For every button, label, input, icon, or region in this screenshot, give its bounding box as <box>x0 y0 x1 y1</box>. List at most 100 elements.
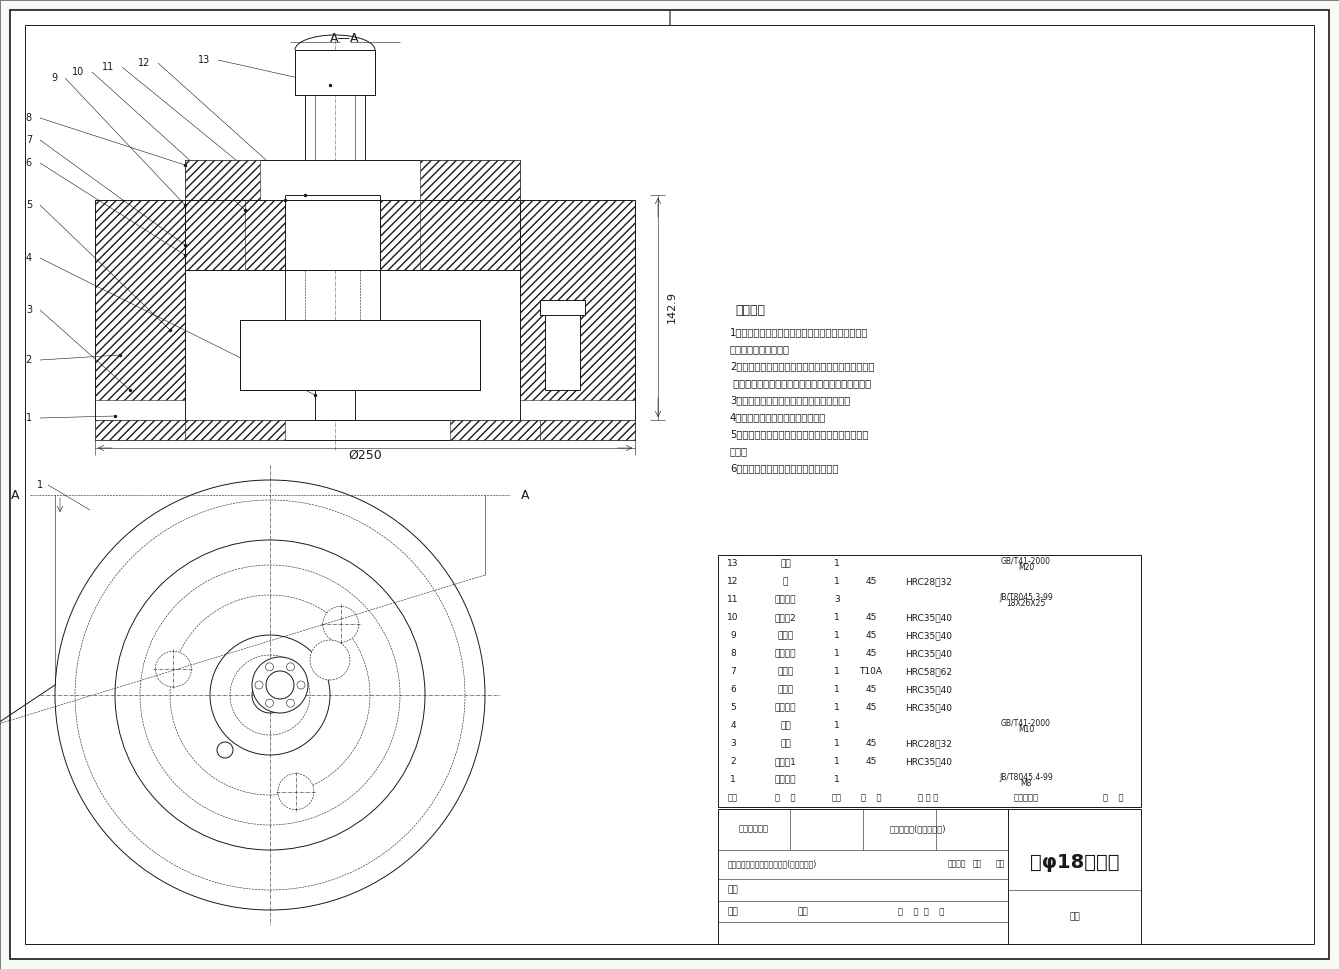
Text: M8: M8 <box>1020 778 1031 788</box>
Text: 比例: 比例 <box>996 860 1006 869</box>
Text: 45: 45 <box>865 758 877 766</box>
Text: HRC35～40: HRC35～40 <box>905 613 952 622</box>
Text: HRC35～40: HRC35～40 <box>905 685 952 695</box>
Text: 11: 11 <box>102 62 114 72</box>
Text: 批准: 批准 <box>798 907 809 916</box>
Text: 1: 1 <box>834 632 840 641</box>
Circle shape <box>266 671 295 699</box>
Circle shape <box>170 595 370 795</box>
Text: 7: 7 <box>25 135 32 145</box>
Text: 45: 45 <box>865 649 877 659</box>
Circle shape <box>317 648 341 672</box>
Text: 1: 1 <box>834 668 840 676</box>
Circle shape <box>252 677 288 713</box>
Text: 合格证方能进行装配。: 合格证方能进行装配。 <box>730 344 790 354</box>
Text: A—A: A—A <box>331 32 360 45</box>
Bar <box>545 310 580 390</box>
Text: 5: 5 <box>25 200 32 210</box>
Bar <box>95 420 185 440</box>
Text: 1、所有零部件（包括外购、外协件）必须具有检验: 1、所有零部件（包括外购、外协件）必须具有检验 <box>730 327 869 337</box>
Text: M10: M10 <box>1018 725 1034 734</box>
Text: 4: 4 <box>25 253 32 263</box>
Text: 菱形销: 菱形销 <box>778 668 794 676</box>
Text: 45: 45 <box>865 703 877 712</box>
Text: 45: 45 <box>865 685 877 695</box>
Text: 4: 4 <box>730 722 736 731</box>
Text: 工艺: 工艺 <box>728 907 739 916</box>
Text: 45: 45 <box>865 578 877 586</box>
Text: 1: 1 <box>834 578 840 586</box>
Circle shape <box>279 773 313 809</box>
Text: 定位柱: 定位柱 <box>778 632 794 641</box>
Text: 序号: 序号 <box>728 794 738 802</box>
Text: 螺母: 螺母 <box>781 722 791 731</box>
Text: 上定位轴: 上定位轴 <box>775 649 797 659</box>
Bar <box>240 320 479 390</box>
Bar <box>420 160 520 200</box>
Text: 阶段标识: 阶段标识 <box>948 860 967 869</box>
Text: 1: 1 <box>834 739 840 748</box>
Circle shape <box>252 657 308 713</box>
Text: 18X26X25: 18X26X25 <box>1007 599 1046 608</box>
Circle shape <box>230 655 311 735</box>
Text: 1: 1 <box>834 613 840 622</box>
Text: 9: 9 <box>730 632 736 641</box>
Text: 1: 1 <box>834 685 840 695</box>
Text: 1: 1 <box>834 649 840 659</box>
Text: 图号: 图号 <box>1069 913 1079 922</box>
Text: 钻φ18孔夹具: 钻φ18孔夹具 <box>1030 854 1119 872</box>
Text: HRC28～32: HRC28～32 <box>905 578 952 586</box>
Text: 13: 13 <box>198 55 210 65</box>
Text: Ø250: Ø250 <box>348 449 382 461</box>
Circle shape <box>163 659 183 679</box>
Text: 备    注: 备 注 <box>1103 794 1123 802</box>
Text: 3: 3 <box>730 739 736 748</box>
Text: 热 处 理: 热 处 理 <box>919 794 939 802</box>
Text: 6: 6 <box>730 685 736 695</box>
Bar <box>540 420 635 440</box>
Bar <box>520 200 635 400</box>
Text: 定位套1: 定位套1 <box>774 758 797 766</box>
Text: 5、相对运动的零件，装配时接触面间应加润滑油（: 5、相对运动的零件，装配时接触面间应加润滑油（ <box>730 429 869 439</box>
Text: 脂）。: 脂）。 <box>730 446 749 456</box>
Text: 10: 10 <box>72 67 84 77</box>
Text: 45: 45 <box>865 613 877 622</box>
Text: 1: 1 <box>730 775 736 785</box>
Circle shape <box>155 651 191 687</box>
Circle shape <box>297 681 305 689</box>
Bar <box>315 390 355 420</box>
Text: 底板: 底板 <box>781 739 791 748</box>
Text: 数量: 数量 <box>973 860 983 869</box>
Bar <box>185 160 520 200</box>
Text: HRC35～40: HRC35～40 <box>905 758 952 766</box>
Text: 标记处理分区: 标记处理分区 <box>739 825 769 833</box>
Circle shape <box>287 663 295 671</box>
Bar <box>718 809 1141 944</box>
Text: 下定位轴: 下定位轴 <box>775 703 797 712</box>
Text: 4、油漆未干的零件不得进行装配。: 4、油漆未干的零件不得进行装配。 <box>730 412 826 422</box>
Text: JB/T8045.4-99: JB/T8045.4-99 <box>999 772 1052 782</box>
Text: 5: 5 <box>730 703 736 712</box>
Bar <box>95 200 185 400</box>
Bar <box>185 195 520 270</box>
Text: GB/T41-2000: GB/T41-2000 <box>1002 556 1051 566</box>
Text: 2: 2 <box>730 758 736 766</box>
Circle shape <box>287 782 305 801</box>
Text: 共    张  第    张: 共 张 第 张 <box>898 907 944 916</box>
Bar <box>295 50 375 95</box>
Circle shape <box>265 663 273 671</box>
Text: A: A <box>521 488 529 502</box>
Text: 1: 1 <box>834 703 840 712</box>
Circle shape <box>254 681 262 689</box>
Text: 45: 45 <box>865 632 877 641</box>
Text: GB/T41-2000: GB/T41-2000 <box>1002 718 1051 728</box>
Text: 45: 45 <box>865 739 877 748</box>
Text: 飞边、氧化皮、锈蚀、切屑、砂粒、灰尘和油污等。: 飞边、氧化皮、锈蚀、切屑、砂粒、灰尘和油污等。 <box>730 378 872 388</box>
Text: 1: 1 <box>834 559 840 569</box>
Circle shape <box>287 700 295 707</box>
Bar <box>185 420 285 440</box>
Text: 10: 10 <box>727 613 739 622</box>
Bar <box>285 195 380 270</box>
Circle shape <box>265 700 273 707</box>
Text: 审核: 审核 <box>728 886 739 894</box>
